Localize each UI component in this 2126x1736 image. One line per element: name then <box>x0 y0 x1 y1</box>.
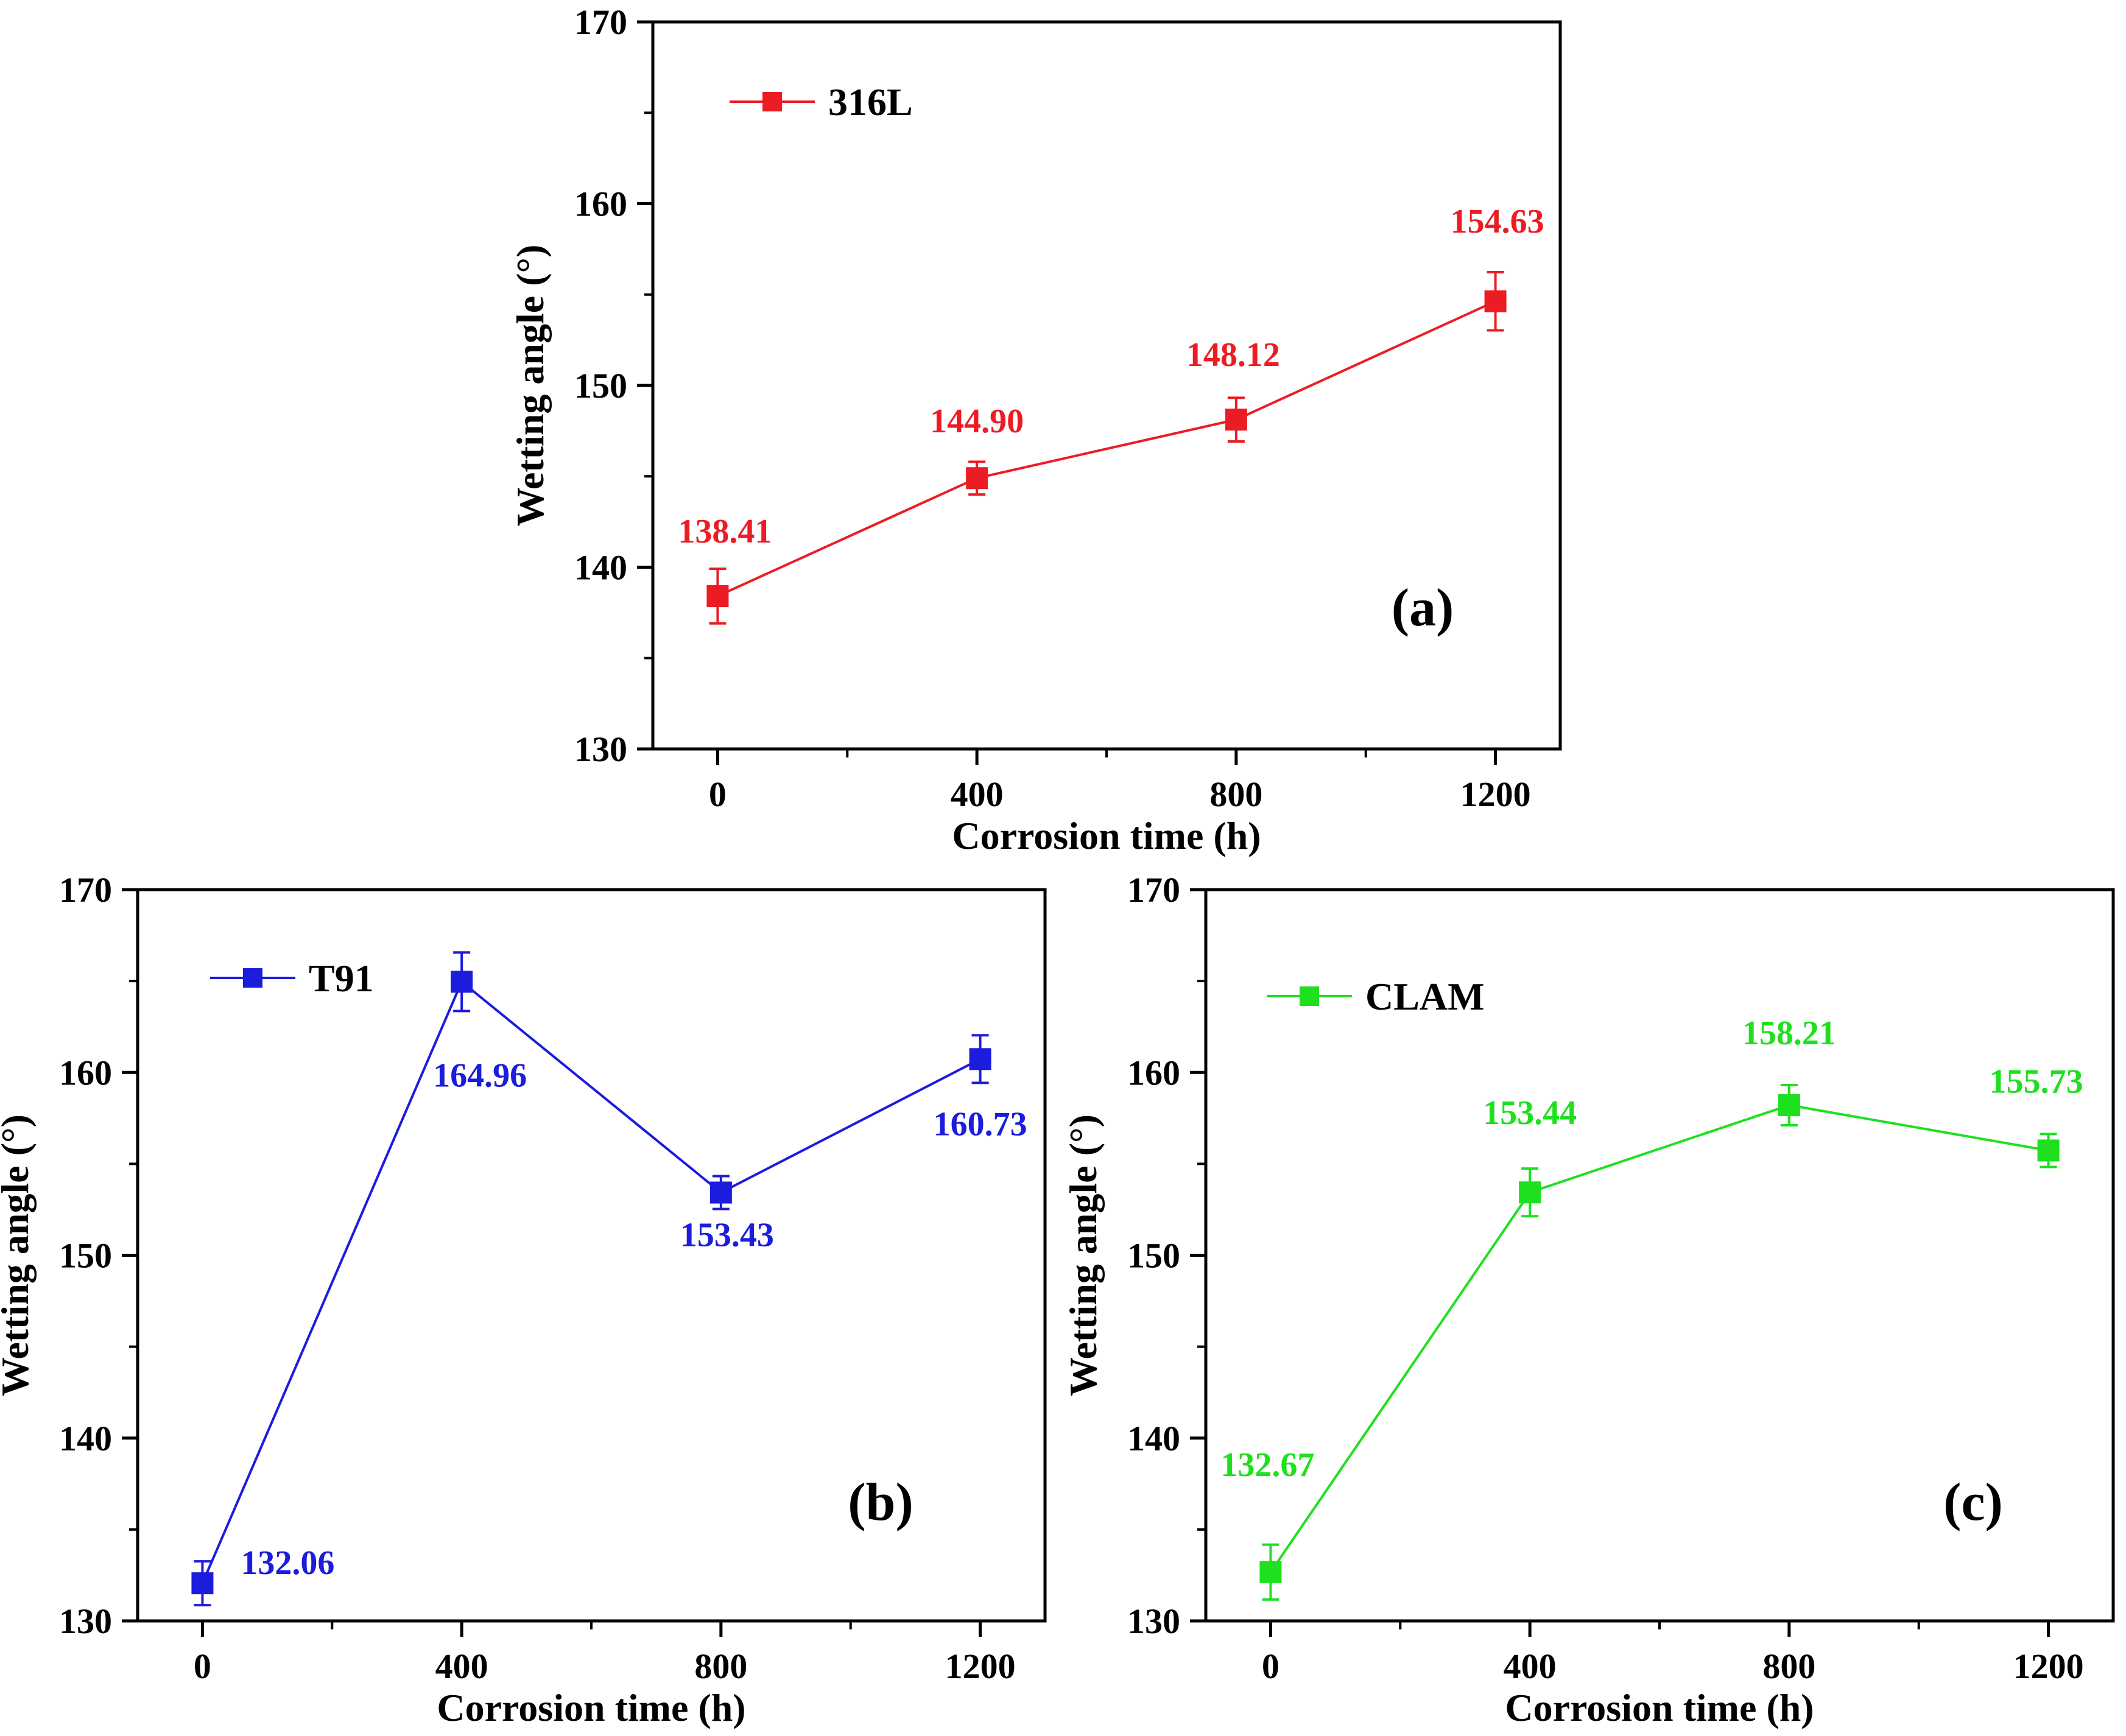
y-tick-label: 170 <box>574 2 627 42</box>
data-point-marker <box>709 1181 732 1204</box>
data-point-marker <box>1519 1181 1541 1204</box>
panel-label: (c) <box>1943 1473 2003 1532</box>
y-tick-label: 130 <box>1127 1601 1180 1641</box>
data-point-marker <box>1225 409 1247 431</box>
x-tick-label: 800 <box>1762 1646 1815 1686</box>
y-tick-label: 130 <box>59 1601 112 1641</box>
y-tick-label: 150 <box>59 1236 112 1276</box>
series-line <box>201 980 981 1584</box>
y-tick-label: 160 <box>574 184 627 224</box>
data-point-marker <box>2037 1139 2060 1162</box>
y-tick-label: 160 <box>59 1053 112 1092</box>
y-tick-label: 140 <box>574 548 627 588</box>
x-tick-label: 800 <box>1209 775 1262 814</box>
data-value-label: 144.90 <box>930 402 1024 440</box>
data-point-marker <box>966 467 988 490</box>
x-tick-label: 0 <box>1262 1646 1279 1686</box>
x-tick-label: 0 <box>194 1646 211 1686</box>
data-value-label: 164.96 <box>433 1056 527 1094</box>
x-tick-label: 400 <box>951 775 1004 814</box>
data-point-marker <box>1778 1094 1800 1116</box>
data-point-marker <box>1259 1561 1282 1583</box>
legend-text: 316L <box>828 80 913 124</box>
y-tick-label: 150 <box>574 366 627 406</box>
y-tick-label: 150 <box>1127 1236 1180 1276</box>
data-point-marker <box>1484 290 1507 312</box>
y-tick-label: 140 <box>1127 1419 1180 1458</box>
y-axis-label: Wetting angle (°) <box>509 245 552 527</box>
x-tick-label: 400 <box>435 1646 488 1686</box>
data-value-label: 132.67 <box>1220 1446 1314 1484</box>
data-value-label: 153.44 <box>1483 1094 1577 1132</box>
data-value-label: 153.43 <box>680 1217 774 1254</box>
x-axis-label: Corrosion time (h) <box>437 1686 745 1729</box>
data-point-marker <box>706 585 729 607</box>
data-value-label: 158.21 <box>1742 1014 1836 1052</box>
x-tick-label: 1200 <box>1460 775 1531 814</box>
legend-text: CLAM <box>1365 975 1485 1018</box>
x-tick-label: 0 <box>709 775 727 814</box>
y-axis-label: Wetting angle (°) <box>1061 1114 1105 1396</box>
data-point-marker <box>451 971 473 993</box>
legend-marker <box>762 92 782 111</box>
panel-label: (b) <box>848 1473 913 1532</box>
y-tick-label: 170 <box>59 870 112 910</box>
legend-text: T91 <box>309 957 374 1000</box>
y-axis-label: Wetting angle (°) <box>0 1114 37 1396</box>
panel-label: (a) <box>1392 578 1454 638</box>
x-tick-label: 800 <box>694 1646 747 1686</box>
data-value-label: 155.73 <box>1990 1063 2083 1100</box>
data-value-label: 148.12 <box>1186 336 1280 374</box>
x-tick-label: 400 <box>1504 1646 1557 1686</box>
y-tick-label: 130 <box>574 729 627 769</box>
legend-marker <box>1300 986 1319 1006</box>
x-axis-label: Corrosion time (h) <box>1505 1686 1814 1729</box>
y-tick-label: 160 <box>1127 1053 1180 1092</box>
y-tick-label: 140 <box>59 1419 112 1458</box>
chart-panel-T91: (b) T91 Corrosion time (h) Wetting angle… <box>0 870 1047 1729</box>
legend-marker <box>243 968 262 988</box>
x-tick-label: 1200 <box>2013 1646 2084 1686</box>
data-value-label: 138.41 <box>678 513 772 550</box>
y-tick-label: 170 <box>1127 870 1180 910</box>
series-line <box>1269 1103 2049 1573</box>
chart-panel-316L: (a) 316L Corrosion time (h) Wetting angl… <box>509 2 1562 857</box>
data-point-marker <box>191 1572 214 1595</box>
chart-panel-CLAM: (c) CLAM Corrosion time (h) Wetting angl… <box>1061 870 2115 1729</box>
data-value-label: 154.63 <box>1451 203 1544 241</box>
data-point-marker <box>969 1048 991 1070</box>
data-value-label: 132.06 <box>241 1544 334 1582</box>
series-line <box>717 300 1496 597</box>
x-axis-label: Corrosion time (h) <box>952 814 1261 857</box>
data-value-label: 160.73 <box>934 1105 1027 1143</box>
x-tick-label: 1200 <box>945 1646 1016 1686</box>
